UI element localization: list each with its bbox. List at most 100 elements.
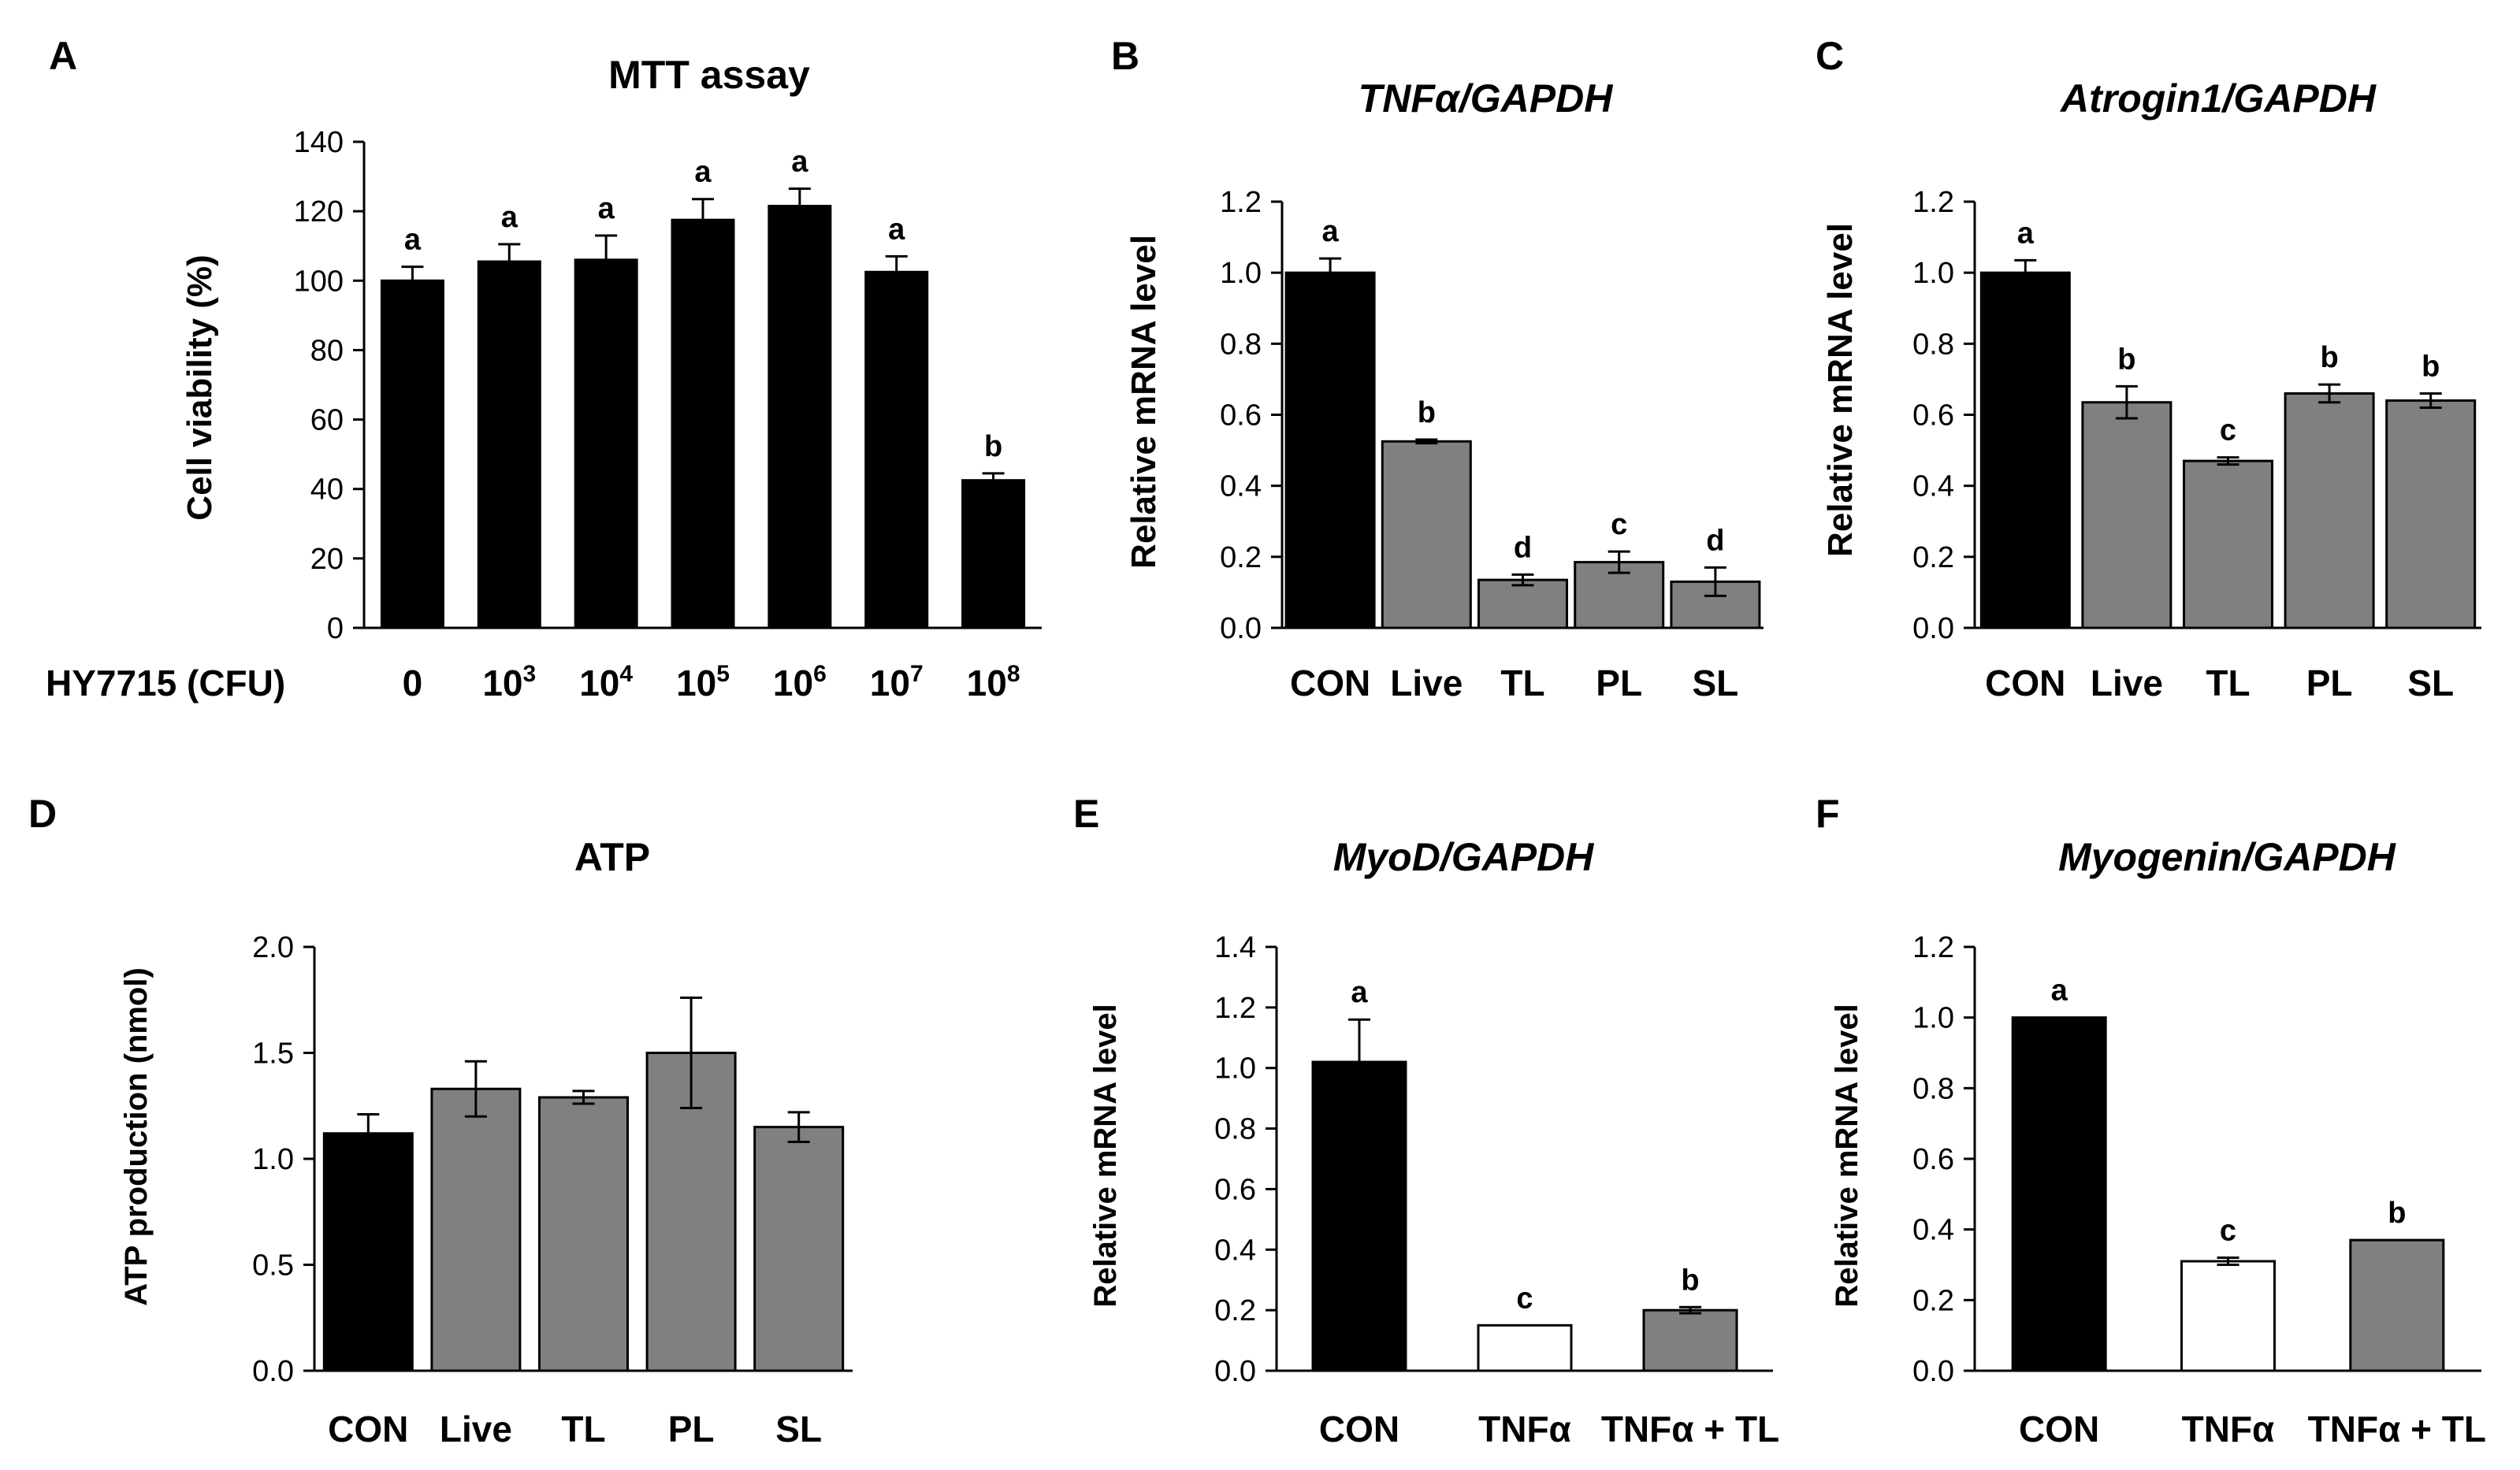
x-tick-label-d: TL — [561, 1409, 605, 1450]
x-tick-label-a: 103 — [482, 661, 536, 703]
bar-a — [671, 218, 735, 629]
chart-title-a: MTT assay — [608, 53, 810, 97]
sig-letter-c: b — [2117, 343, 2135, 376]
y-tick-label-f: 1.2 — [1912, 931, 1954, 964]
x-tick-label-d: CON — [328, 1409, 408, 1450]
y-tick-label-c: 1.2 — [1912, 186, 1954, 219]
bar-c — [2284, 392, 2375, 629]
bar-c — [2081, 401, 2172, 629]
plot-area-f: 0.0 0.2 0.4 0.6 0.8 1.0 1.2 a CON c TNFα b TNFα + TL — [1912, 931, 2486, 1450]
bar-e — [1477, 1323, 1573, 1372]
sig-letter-e: b — [1681, 1264, 1699, 1297]
y-tick-label-a: 120 — [294, 195, 344, 228]
x-tick-label-c: CON — [1985, 663, 2065, 703]
bar-c — [2183, 459, 2273, 629]
chart-title-f: Myogenin/GAPDH — [2058, 835, 2396, 879]
bar-a — [768, 205, 832, 629]
bar-c — [1979, 271, 2071, 629]
x-tick-label-b: Live — [1390, 663, 1463, 703]
y-tick-label-e: 1.0 — [1214, 1052, 1256, 1086]
y-axis-label-c: Relative mRNA level — [1821, 223, 1860, 557]
plot-area-d: 0.0 0.5 1.0 1.5 2.0 CON Live TL PL SL — [252, 931, 853, 1450]
sig-letter-f: a — [2051, 974, 2068, 1008]
y-tick-label-b: 1.0 — [1220, 257, 1262, 290]
y-tick-label-e: 0.0 — [1214, 1355, 1256, 1388]
panel-a-mtt-chart: A MTT assay Cell viability (%) HY7715 (C… — [46, 34, 1042, 703]
bar-e — [1311, 1060, 1407, 1372]
x-tick-label-c: SL — [2407, 663, 2454, 703]
bar-a — [574, 258, 638, 629]
sig-letter-b: c — [1611, 508, 1627, 541]
panel-c-atrogin1-chart: C Atrogin1/GAPDH Relative mRNA level 0.0… — [1816, 34, 2481, 703]
y-tick-label-f: 0.6 — [1912, 1143, 1954, 1176]
y-tick-label-c: 0.6 — [1912, 399, 1954, 432]
sig-letter-a: a — [404, 224, 422, 257]
y-tick-label-f: 1.0 — [1912, 1002, 1954, 1035]
x-tick-label-d: PL — [668, 1409, 715, 1450]
bar-e — [1642, 1309, 1738, 1372]
bar-d — [753, 1126, 845, 1372]
y-tick-label-c: 0.4 — [1912, 470, 1954, 503]
y-tick-label-e: 1.4 — [1214, 931, 1256, 964]
chart-title-c: Atrogin1/GAPDH — [2059, 76, 2377, 121]
sig-letter-e: a — [1351, 976, 1368, 1009]
sig-letter-c: a — [2017, 217, 2035, 250]
y-tick-label-f: 0.8 — [1912, 1072, 1954, 1105]
y-tick-label-a: 0 — [327, 612, 344, 645]
y-tick-label-e: 0.6 — [1214, 1173, 1256, 1206]
sig-letter-f: b — [2388, 1197, 2406, 1230]
bar-a — [961, 479, 1026, 629]
sig-letter-c: b — [2320, 341, 2338, 374]
y-tick-label-a: 100 — [294, 265, 344, 298]
y-tick-label-d: 1.0 — [252, 1143, 294, 1176]
sig-letter-e: c — [1516, 1282, 1533, 1315]
y-tick-label-a: 20 — [310, 543, 344, 576]
y-tick-label-b: 0.6 — [1220, 399, 1262, 432]
y-tick-label-b: 1.2 — [1220, 186, 1262, 219]
y-tick-label-c: 0.8 — [1912, 328, 1954, 361]
x-tick-label-a: 0 — [403, 663, 423, 703]
x-tick-label-d: Live — [440, 1409, 512, 1450]
y-axis-label-d: ATP production (nmol) — [119, 967, 154, 1306]
y-tick-label-a: 60 — [310, 404, 344, 437]
panel-letter-e: E — [1073, 792, 1099, 836]
plot-area-a: 0 20 40 60 80 100 120 140 a 0 a 103 a 104 a 105 a 106 a 107… — [294, 126, 1042, 703]
x-tick-label-a: 107 — [870, 661, 924, 703]
x-tick-label-a: 105 — [676, 661, 730, 703]
x-tick-label-e: TNFα + TL — [1601, 1409, 1779, 1450]
y-tick-label-b: 0.0 — [1220, 612, 1262, 645]
chart-title-b: TNFα/GAPDH — [1358, 76, 1614, 121]
y-tick-label-c: 1.0 — [1912, 257, 1954, 290]
panel-letter-c: C — [1816, 34, 1844, 78]
sig-letter-a: a — [501, 201, 518, 234]
y-tick-label-e: 0.8 — [1214, 1113, 1256, 1146]
y-axis-label-e: Relative mRNA level — [1088, 1004, 1123, 1307]
y-axis-label-b: Relative mRNA level — [1124, 235, 1163, 569]
bar-c — [2385, 399, 2477, 629]
sig-letter-a: a — [598, 192, 615, 225]
y-tick-label-a: 140 — [294, 126, 344, 159]
x-tick-label-b: PL — [1596, 663, 1642, 703]
bar-a — [864, 270, 929, 629]
sig-letter-c: c — [2220, 414, 2236, 447]
panel-e-myod-chart: E MyoD/GAPDH Relative mRNA level 0.00.20… — [1073, 792, 1779, 1450]
sig-letter-b: a — [1322, 215, 1340, 248]
bar-f — [2349, 1238, 2445, 1372]
sig-letter-a: a — [791, 145, 808, 178]
y-tick-label-b: 0.2 — [1220, 541, 1262, 574]
panel-letter-b: B — [1111, 34, 1139, 78]
x-tick-label-e: CON — [1319, 1409, 1399, 1450]
panel-b-tnfa-chart: B TNFα/GAPDH Relative mRNA level 0.0 0.2 0… — [1111, 34, 1764, 703]
y-tick-label-e: 0.4 — [1214, 1234, 1256, 1267]
x-tick-label-b: TL — [1500, 663, 1544, 703]
bar-b — [1381, 440, 1472, 629]
x-tick-label-a: 104 — [579, 661, 633, 703]
plot-area-b: 0.0 0.2 0.4 0.6 0.8 1.0 1.2 a CON b Live d TL c PL d SL — [1220, 186, 1764, 703]
plot-area-e: 0.0 0.2 0.4 0.6 0.8 1.0 1.2 1.4 a CON c TNFα b TNFα +… — [1214, 931, 1779, 1450]
bar-b — [1574, 561, 1665, 629]
panel-f-myogenin-chart: F Myogenin/GAPDH Relative mRNA level 0.0… — [1816, 792, 2486, 1450]
bar-b — [1477, 578, 1568, 629]
x-tick-label-f: CON — [2019, 1409, 2099, 1450]
bar-d — [322, 1132, 414, 1372]
y-tick-label-a: 80 — [310, 334, 344, 367]
